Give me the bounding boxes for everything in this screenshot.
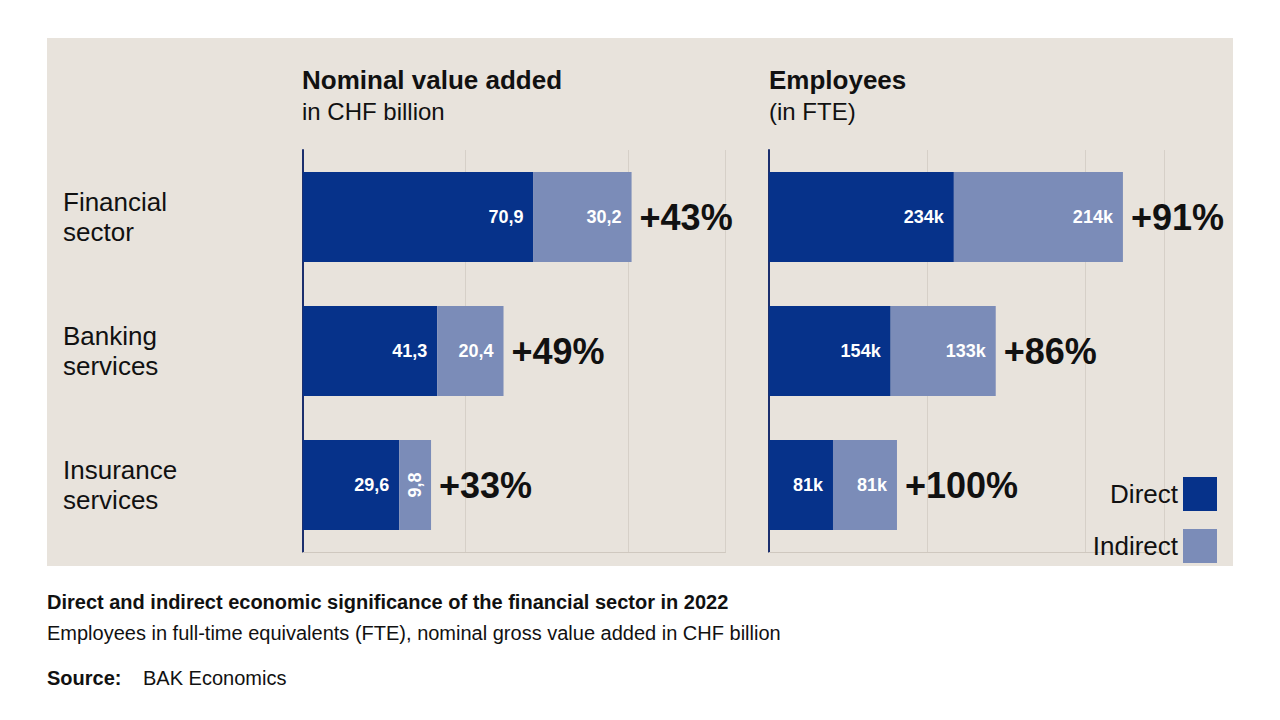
svg-text:Direct: Direct xyxy=(1110,479,1179,509)
svg-text:services: services xyxy=(63,485,158,515)
svg-text:+91%: +91% xyxy=(1131,197,1224,238)
svg-text:(in FTE): (in FTE) xyxy=(769,98,856,125)
svg-text:29,6: 29,6 xyxy=(354,475,389,495)
svg-text:+33%: +33% xyxy=(439,465,532,506)
svg-text:30,2: 30,2 xyxy=(587,207,622,227)
svg-text:+86%: +86% xyxy=(1004,331,1097,372)
svg-text:Employees: Employees xyxy=(769,65,906,95)
svg-text:sector: sector xyxy=(63,217,134,247)
svg-text:70,9: 70,9 xyxy=(488,207,523,227)
svg-text:+49%: +49% xyxy=(512,331,605,372)
svg-text:+100%: +100% xyxy=(905,465,1018,506)
svg-text:214k: 214k xyxy=(1073,207,1114,227)
svg-text:Source:: Source: xyxy=(47,667,121,689)
svg-text:Insurance: Insurance xyxy=(63,455,177,485)
svg-text:Banking: Banking xyxy=(63,321,157,351)
svg-text:20,4: 20,4 xyxy=(458,341,493,361)
svg-text:154k: 154k xyxy=(841,341,882,361)
svg-text:+43%: +43% xyxy=(640,197,733,238)
svg-text:9,8: 9,8 xyxy=(405,472,425,497)
svg-text:in CHF billion: in CHF billion xyxy=(302,98,445,125)
svg-text:Financial: Financial xyxy=(63,187,167,217)
svg-text:81k: 81k xyxy=(857,475,888,495)
svg-text:Indirect: Indirect xyxy=(1093,531,1179,561)
svg-text:81k: 81k xyxy=(793,475,824,495)
svg-text:BAK Economics: BAK Economics xyxy=(143,667,286,689)
svg-text:Direct and indirect economic s: Direct and indirect economic significanc… xyxy=(47,591,728,613)
svg-text:41,3: 41,3 xyxy=(392,341,427,361)
svg-text:services: services xyxy=(63,351,158,381)
svg-text:Nominal value added: Nominal value added xyxy=(302,65,562,95)
svg-text:234k: 234k xyxy=(904,207,945,227)
svg-text:133k: 133k xyxy=(946,341,987,361)
svg-text:Employees in full-time equival: Employees in full-time equivalents (FTE)… xyxy=(47,622,781,644)
